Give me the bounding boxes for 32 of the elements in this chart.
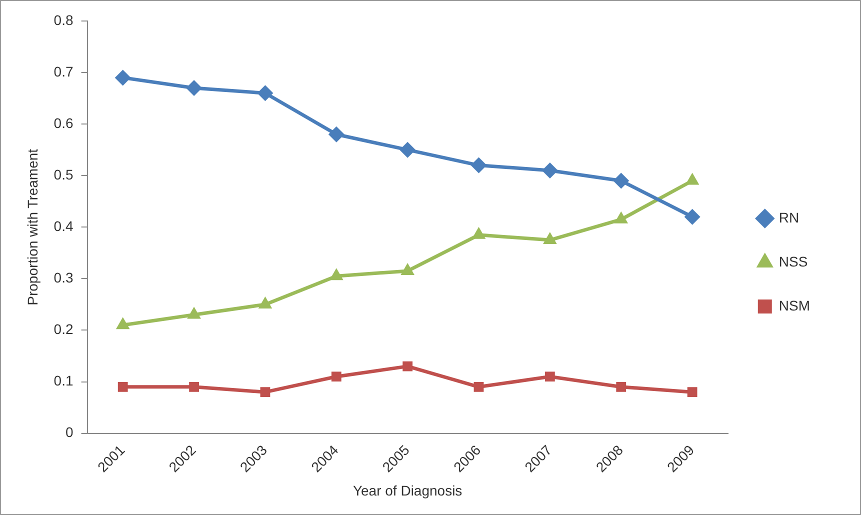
point (544, 372, 555, 382)
y-axis-title: Proportion with Treament (24, 148, 40, 306)
y-tick-label: 0.5 (54, 166, 74, 182)
point (328, 126, 344, 142)
y-tick-label: 0.1 (54, 372, 74, 389)
y-tick-label: 0.4 (54, 218, 74, 234)
y-tick-label: 0.8 (54, 12, 74, 28)
legend-label: NSS (778, 253, 808, 270)
y-tick-label: 0 (65, 424, 74, 440)
y-tick-label: 0.6 (54, 114, 74, 131)
legend-label: RN (778, 209, 800, 226)
point (616, 382, 626, 392)
point (402, 361, 413, 372)
point (687, 387, 698, 398)
point (684, 208, 700, 225)
point (613, 172, 630, 189)
y-tick-label: 0.2 (54, 321, 74, 338)
point (260, 387, 270, 398)
point (189, 382, 199, 392)
point (474, 382, 484, 392)
y-tick-label: 0.3 (54, 270, 74, 286)
point (118, 382, 128, 392)
legend-label: NSM (778, 297, 810, 314)
point (114, 70, 131, 86)
point (186, 80, 202, 96)
y-tick-label: 0.7 (54, 63, 74, 80)
point (470, 157, 487, 174)
point (542, 162, 558, 178)
point (400, 142, 416, 158)
point (331, 372, 342, 382)
point (257, 85, 274, 102)
x-axis-title: Year of Diagnosis (352, 482, 462, 498)
